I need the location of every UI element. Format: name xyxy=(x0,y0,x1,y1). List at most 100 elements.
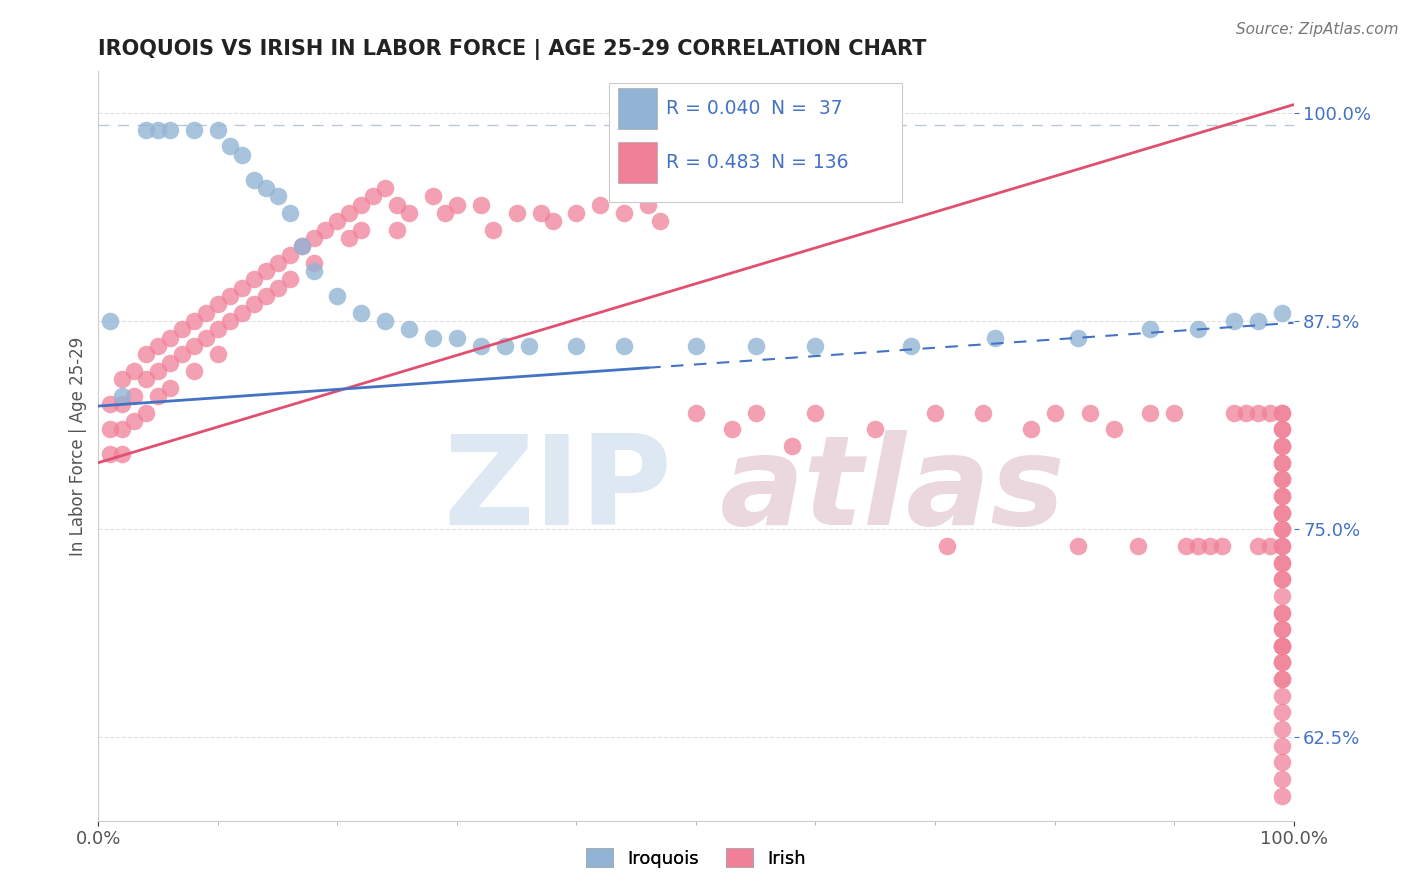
Point xyxy=(302,264,325,278)
Point xyxy=(1163,406,1185,420)
Text: atlas: atlas xyxy=(720,431,1066,551)
Point xyxy=(1271,472,1294,486)
Point xyxy=(124,364,146,378)
Point xyxy=(1271,439,1294,453)
Point xyxy=(363,189,385,203)
Point xyxy=(1271,756,1294,770)
Point xyxy=(1271,739,1294,753)
Point xyxy=(1128,539,1150,553)
Point xyxy=(98,447,122,461)
Point xyxy=(159,331,181,345)
Point xyxy=(1139,406,1161,420)
Point xyxy=(1187,322,1209,336)
Point xyxy=(159,356,181,370)
Point xyxy=(804,339,827,353)
Point xyxy=(243,172,266,186)
Point xyxy=(1271,606,1294,620)
Y-axis label: In Labor Force | Age 25-29: In Labor Force | Age 25-29 xyxy=(69,336,87,556)
Point xyxy=(517,339,540,353)
Point xyxy=(254,181,277,195)
Point xyxy=(159,122,181,136)
Point xyxy=(398,206,420,220)
Point xyxy=(1043,406,1066,420)
Legend: Iroquois, Irish: Iroquois, Irish xyxy=(586,848,806,868)
FancyBboxPatch shape xyxy=(609,83,901,202)
Point xyxy=(1234,406,1257,420)
Point xyxy=(195,331,218,345)
Point xyxy=(1271,639,1294,653)
Point xyxy=(207,122,229,136)
Point xyxy=(900,339,922,353)
Point xyxy=(1139,322,1161,336)
Point xyxy=(111,372,134,386)
Point xyxy=(1271,406,1294,420)
Point xyxy=(302,256,325,270)
Point xyxy=(541,214,564,228)
Point xyxy=(159,381,181,395)
Text: ZIP: ZIP xyxy=(443,431,672,551)
Point xyxy=(254,264,277,278)
Point xyxy=(1019,422,1042,436)
Point xyxy=(254,289,277,303)
Point xyxy=(685,339,707,353)
Point xyxy=(1271,506,1294,520)
Point xyxy=(148,122,170,136)
Point xyxy=(494,339,516,353)
Point xyxy=(1271,689,1294,703)
Point xyxy=(326,214,349,228)
Point xyxy=(721,422,744,436)
Point xyxy=(302,231,325,245)
Text: R = 0.483: R = 0.483 xyxy=(666,153,761,172)
Point xyxy=(315,222,337,236)
Point xyxy=(1271,456,1294,470)
Point xyxy=(1271,639,1294,653)
Point xyxy=(1271,672,1294,686)
Point xyxy=(1271,472,1294,486)
Point xyxy=(339,206,361,220)
Point xyxy=(1211,539,1233,553)
Point xyxy=(148,389,170,403)
Point xyxy=(972,406,994,420)
Point xyxy=(219,289,242,303)
Point xyxy=(422,189,444,203)
Point xyxy=(1247,539,1270,553)
Point xyxy=(446,331,468,345)
Point xyxy=(148,364,170,378)
Point xyxy=(111,389,134,403)
Point xyxy=(339,231,361,245)
Point xyxy=(350,197,373,211)
Point xyxy=(231,281,253,295)
Point xyxy=(565,206,588,220)
Point xyxy=(1271,456,1294,470)
Bar xyxy=(619,88,657,129)
Point xyxy=(172,322,194,336)
Point xyxy=(135,347,157,361)
Point xyxy=(648,214,672,228)
Point xyxy=(936,539,959,553)
Text: N =  37: N = 37 xyxy=(772,99,842,119)
Point xyxy=(111,447,134,461)
Point xyxy=(172,347,194,361)
Point xyxy=(350,306,373,320)
Point xyxy=(1271,522,1294,536)
Point xyxy=(470,339,492,353)
Point xyxy=(637,197,659,211)
Point xyxy=(1223,406,1246,420)
Point xyxy=(613,339,636,353)
Point xyxy=(183,364,205,378)
Point xyxy=(434,206,457,220)
Point xyxy=(98,397,122,411)
Point xyxy=(98,422,122,436)
Point xyxy=(374,181,396,195)
Point xyxy=(135,406,157,420)
Point xyxy=(350,222,373,236)
Point xyxy=(267,256,290,270)
Point xyxy=(111,422,134,436)
Point xyxy=(207,297,229,311)
Point xyxy=(1271,556,1294,570)
Point xyxy=(565,339,588,353)
Point xyxy=(1271,772,1294,786)
Point xyxy=(267,189,290,203)
Point xyxy=(278,272,301,286)
Text: IROQUOIS VS IRISH IN LABOR FORCE | AGE 25-29 CORRELATION CHART: IROQUOIS VS IRISH IN LABOR FORCE | AGE 2… xyxy=(98,38,927,60)
